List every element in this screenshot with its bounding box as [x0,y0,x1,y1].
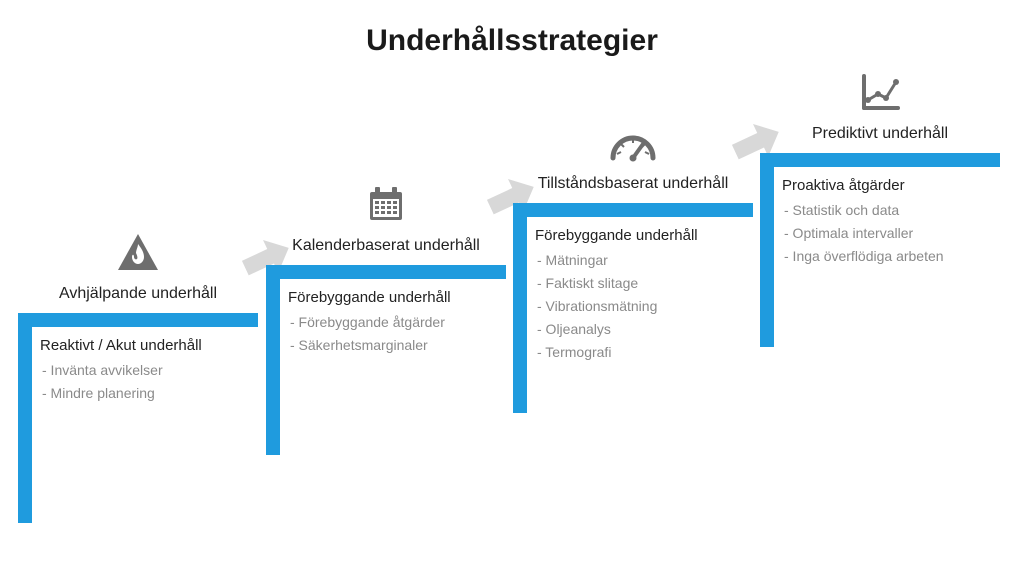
step-title: Kalenderbaserat underhåll [266,237,506,255]
step-bracket: Proaktiva åtgärder - Statistik och data-… [760,153,1000,264]
step-subtitle: Förebyggande underhåll [288,289,506,306]
bullet-item: - Termografi [537,344,753,360]
calendar-icon [266,184,506,229]
bracket-left [760,153,774,347]
step-title: Avhjälpande underhåll [18,285,258,303]
step-subtitle: Reaktivt / Akut underhåll [40,337,258,354]
gauge-icon [513,128,753,167]
bullet-item: - Invänta avvikelser [42,362,258,378]
step-subtitle: Proaktiva åtgärder [782,177,1000,194]
step-condition: Tillståndsbaserat underhåll Förebyggande… [513,128,753,367]
bracket-top [266,265,506,279]
step-calendar: Kalenderbaserat underhåll Förebyggande u… [266,184,506,360]
page-title: Underhållsstrategier [0,24,1024,58]
step-title: Prediktivt underhåll [760,125,1000,143]
step-reactive: Avhjälpande underhåll Reaktivt / Akut un… [18,232,258,408]
bullet-item: - Mindre planering [42,385,258,401]
bracket-left [266,265,280,455]
step-bullets: - Statistik och data - Optimala intervall… [784,202,1000,264]
flame-triangle-icon [18,232,258,277]
step-subtitle: Förebyggande underhåll [535,227,753,244]
bullet-item: - Säkerhetsmarginaler [290,337,506,353]
bracket-top [18,313,258,327]
step-title: Tillståndsbaserat underhåll [513,175,753,193]
bracket-top [760,153,1000,167]
step-bullets: - Förebyggande åtgärder - Säkerhetsmargin… [290,314,506,353]
bullet-item: - Vibrationsmätning [537,298,753,314]
step-bracket: Förebyggande underhåll - Mätningar - Fakt… [513,203,753,360]
step-bracket: Reaktivt / Akut underhåll - Invänta avvi… [18,313,258,401]
bullet-item: - Oljeanalys [537,321,753,337]
bracket-top [513,203,753,217]
step-bullets: - Invänta avvikelser - Mindre planering [42,362,258,401]
bullet-item: - Mätningar [537,252,753,268]
step-predictive: Prediktivt underhåll Proaktiva åtgärder … [760,72,1000,271]
chart-icon [760,72,1000,117]
bullet-item: - Inga överflödiga arbeten [784,248,1000,264]
step-bracket: Förebyggande underhåll - Förebyggande åt… [266,265,506,353]
bracket-left [18,313,32,523]
bullet-item: - Faktiskt slitage [537,275,753,291]
bracket-left [513,203,527,413]
bullet-item: - Statistik och data [784,202,1000,218]
step-bullets: - Mätningar - Faktiskt slitage - Vibration… [537,252,753,360]
bullet-item: - Optimala intervaller [784,225,1000,241]
bullet-item: - Förebyggande åtgärder [290,314,506,330]
